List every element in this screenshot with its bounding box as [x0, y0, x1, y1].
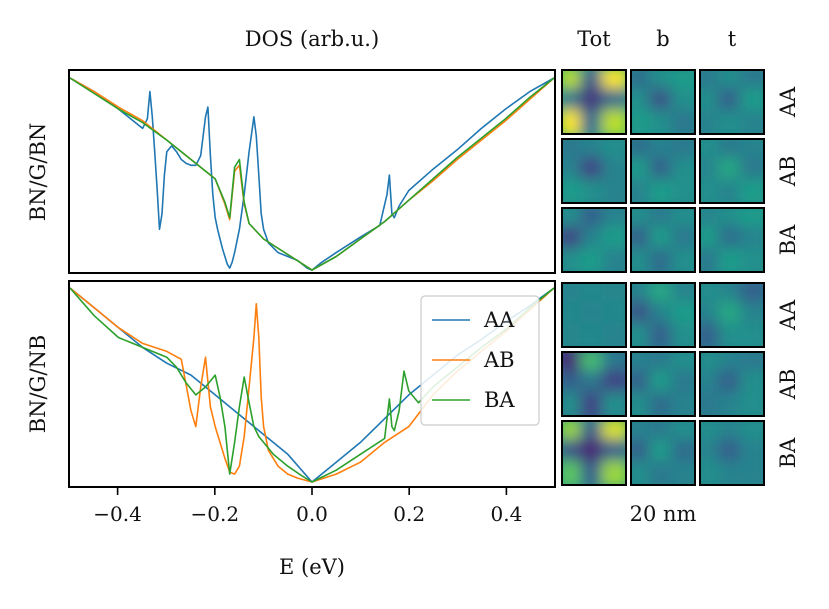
row-label-ba: BA: [776, 224, 800, 255]
map-cell: [739, 247, 764, 272]
bottom-panel: BN/G/NB −0.4 −0.2 0.0 0.2 0.4 E (eV) AA AB B…: [26, 280, 556, 579]
map-cell: [601, 460, 626, 485]
map-cell: [739, 109, 764, 134]
map-cell: [601, 322, 626, 347]
map-frame: [630, 138, 696, 204]
x-tick-label: 0.4: [490, 502, 522, 526]
series-line-ab: [69, 77, 555, 271]
map-cell: [670, 247, 695, 272]
map-cell: [739, 391, 764, 416]
map-cell: [601, 178, 626, 203]
legend-label-aa: AA: [483, 308, 515, 332]
top-title: DOS (arb.u.): [245, 27, 379, 51]
map-frame: [561, 282, 627, 348]
map-tile-ba-tot: [561, 420, 627, 486]
col-label-t: t: [728, 27, 737, 51]
x-ticks: −0.4 −0.2 0.0 0.2 0.4: [93, 487, 522, 526]
map-frame: [630, 351, 696, 417]
row-label-ab: AB: [776, 156, 800, 188]
top-panel: BN/G/BN: [26, 69, 556, 274]
x-axis-label: E (eV): [279, 555, 345, 579]
map-cell: [601, 391, 626, 416]
map-frame: [561, 420, 627, 486]
map-tile-ab-t: [699, 138, 765, 204]
map-cell: [670, 178, 695, 203]
map-tile-aa-tot: [561, 282, 627, 348]
map-frame: [699, 138, 765, 204]
map-cell: [670, 391, 695, 416]
bottom-ylabel: BN/G/NB: [26, 335, 50, 434]
map-tile-aa-t: [699, 69, 765, 135]
map-tile-ab-b: [630, 351, 696, 417]
row-label-ba: BA: [776, 437, 800, 468]
series-line-ba: [69, 77, 555, 271]
map-cell: [739, 322, 764, 347]
top-ylabel: BN/G/BN: [26, 123, 50, 222]
ldos-maps: Tot b t AA AB BA AA AB BA 20 nm: [561, 27, 800, 526]
map-frame: [630, 282, 696, 348]
series-line-ab: [69, 287, 555, 483]
map-tile-ba-t: [699, 420, 765, 486]
top-lines: [69, 77, 555, 271]
row-label-aa: AA: [776, 86, 800, 118]
scale-label: 20 nm: [630, 502, 697, 526]
map-frame: [630, 69, 696, 135]
x-tick-label: −0.2: [191, 502, 240, 526]
top-axes-frame: [68, 69, 556, 274]
map-frame: [699, 282, 765, 348]
map-cell: [670, 109, 695, 134]
row-label-ab: AB: [776, 369, 800, 401]
x-tick-label: 0.2: [393, 502, 425, 526]
map-tile-ba-t: [699, 207, 765, 273]
legend: AA AB BA: [420, 295, 540, 426]
col-label-b: b: [656, 27, 669, 51]
map-frame: [561, 207, 627, 273]
map-tile-ba-b: [630, 207, 696, 273]
map-tile-ab-b: [630, 138, 696, 204]
x-tick-label: −0.4: [93, 502, 142, 526]
legend-label-ba: BA: [484, 388, 515, 412]
row-label-aa: AA: [776, 299, 800, 331]
col-label-tot: Tot: [577, 27, 611, 51]
row-labels: AA AB BA AA AB BA: [776, 86, 800, 468]
map-cell: [601, 247, 626, 272]
map-frame: [699, 207, 765, 273]
map-cell: [670, 322, 695, 347]
map-tile-aa-t: [699, 282, 765, 348]
legend-label-ab: AB: [483, 348, 515, 372]
series-line-aa: [69, 77, 555, 271]
map-cell: [739, 178, 764, 203]
map-frame: [630, 420, 696, 486]
map-tile-ba-b: [630, 420, 696, 486]
map-tile-ab-t: [699, 351, 765, 417]
map-tile-ab-tot: [561, 351, 627, 417]
series-line-ba: [69, 287, 555, 483]
map-frame: [699, 420, 765, 486]
map-cell: [739, 460, 764, 485]
map-cell: [601, 109, 626, 134]
map-tile-aa-b: [630, 282, 696, 348]
map-frame: [561, 351, 627, 417]
map-frame: [561, 138, 627, 204]
map-frame: [630, 207, 696, 273]
map-tile-aa-b: [630, 69, 696, 135]
legend-box: [420, 295, 540, 426]
map-tile-ba-tot: [561, 207, 627, 273]
x-tick-label: 0.0: [296, 502, 328, 526]
map-tile-ab-tot: [561, 138, 627, 204]
map-tiles: [561, 69, 765, 486]
map-frame: [699, 69, 765, 135]
map-frame: [561, 69, 627, 135]
map-tile-aa-tot: [561, 69, 627, 135]
map-frame: [699, 351, 765, 417]
map-cell: [670, 460, 695, 485]
